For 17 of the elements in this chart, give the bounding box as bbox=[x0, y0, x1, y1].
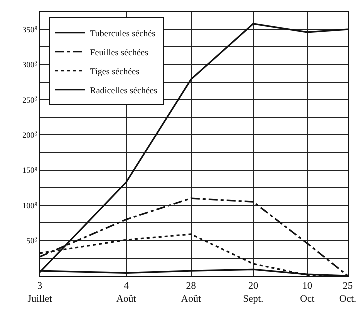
y-tick-label: 350$^{g}$ bbox=[22, 25, 38, 34]
y-tick-label: 150$^{g}$ bbox=[22, 166, 38, 176]
y-tick-label: 50$^{g}$ bbox=[26, 236, 38, 246]
x-tick-label: 20 Sept. bbox=[243, 281, 264, 305]
legend-label: Feuilles séchées bbox=[90, 47, 149, 58]
legend-label: Tiges séchées bbox=[90, 66, 140, 76]
legend-label: Radicelles séchées bbox=[90, 85, 158, 96]
x-tick-label: 28 Août bbox=[181, 281, 202, 305]
y-tick-label: 250$^{g}$ bbox=[22, 95, 38, 105]
x-tick-label: 25 Oct. bbox=[340, 281, 356, 305]
y-tick-label: 200$^{g}$ bbox=[22, 130, 38, 140]
y-tick-label: 300$^{g}$ bbox=[22, 60, 38, 70]
x-tick-label: 4 Août bbox=[116, 281, 137, 305]
legend-label: Tubercules séchés bbox=[90, 28, 156, 38]
x-tick-label: 3 Juillet bbox=[28, 281, 52, 305]
y-tick-label: 100$^{g}$ bbox=[22, 201, 38, 210]
x-tick-label: 10 Oct bbox=[300, 281, 315, 305]
